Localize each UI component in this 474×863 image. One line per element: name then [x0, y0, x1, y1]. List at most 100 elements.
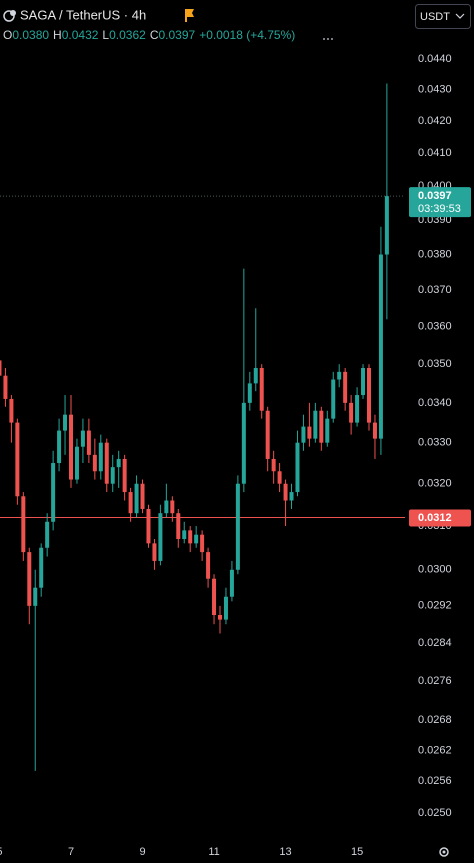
symbol-icon: [10, 10, 16, 16]
y-tick-label: 0.0380: [418, 248, 452, 260]
candle-body: [39, 547, 44, 588]
candle-body: [170, 500, 175, 514]
legend-key: O: [3, 28, 12, 42]
candle-body: [367, 368, 371, 423]
candle-body: [74, 446, 79, 480]
x-tick-label: 9: [139, 846, 145, 858]
settings-icon[interactable]: [439, 847, 449, 857]
x-tick-label: 13: [279, 846, 291, 858]
candle-body: [104, 442, 109, 484]
candle-body: [361, 368, 366, 396]
y-tick-label: 0.0300: [418, 564, 452, 576]
candle-body: [140, 483, 145, 509]
symbol-icon: [3, 10, 15, 22]
candle-body: [271, 458, 276, 472]
candle-body: [235, 483, 240, 570]
more-icon[interactable]: [331, 38, 333, 40]
candle-body: [372, 422, 377, 439]
legend-key: H: [53, 28, 62, 42]
y-tick-label: 0.0262: [418, 744, 452, 756]
candle-body: [188, 530, 193, 544]
candle-body: [9, 398, 14, 423]
more-icon[interactable]: [327, 38, 329, 40]
candle-body: [146, 508, 151, 544]
candle-body: [206, 552, 211, 579]
candle-body: [307, 426, 312, 439]
candle-body: [295, 442, 300, 493]
candle-body: [313, 410, 318, 439]
candle-body: [158, 513, 163, 561]
candle-body: [247, 383, 252, 403]
candle-body: [343, 371, 348, 403]
chart-title: SAGA / TetherUS · 4h: [20, 7, 146, 22]
candle-body: [259, 368, 264, 411]
candle-body: [331, 379, 336, 419]
candle-body: [122, 458, 127, 493]
more-icon[interactable]: [323, 38, 325, 40]
y-tick-label: 0.0420: [418, 115, 452, 127]
candle-body: [92, 454, 97, 472]
y-tick-label: 0.0320: [418, 478, 452, 490]
currency-label[interactable]: USDT: [420, 11, 450, 23]
legend-value: 0.0397: [158, 28, 195, 42]
x-tick-label: 7: [68, 846, 74, 858]
candle-body: [384, 196, 389, 255]
y-tick-label: 0.0250: [418, 807, 452, 819]
candle-body: [337, 371, 342, 380]
x-tick-label: 5: [0, 846, 3, 858]
candle-body: [301, 426, 306, 443]
candle-body: [253, 368, 258, 384]
y-tick-label: 0.0276: [418, 675, 452, 687]
candle-body: [3, 375, 8, 399]
candle-body: [45, 521, 50, 548]
legend-value: 0.0380: [12, 28, 49, 42]
candle-body: [86, 430, 91, 455]
y-tick-label: 0.0284: [418, 637, 452, 649]
candle-body: [283, 483, 288, 501]
currency-button[interactable]: [415, 4, 471, 29]
candle-body: [194, 534, 199, 544]
candle-body: [349, 402, 354, 423]
candle-body: [164, 500, 169, 514]
y-tick-label: 0.0292: [418, 600, 452, 612]
candle-body: [265, 410, 270, 459]
candle-body: [176, 513, 181, 540]
current-price-label: 0.0397: [418, 190, 452, 202]
candle-body: [15, 422, 20, 497]
current-price-badge: [409, 187, 471, 218]
candle-body: [319, 410, 324, 443]
candle-body: [128, 492, 133, 514]
dropdown-arrow[interactable]: [455, 13, 465, 19]
settings-icon[interactable]: [442, 850, 446, 854]
price-line-label: 0.0312: [418, 512, 452, 524]
y-tick-label: 0.0440: [418, 53, 452, 65]
x-tick-label: 15: [351, 846, 363, 858]
price-line-badge: [409, 509, 471, 527]
candle-body: [110, 467, 115, 484]
y-tick-label: 0.0430: [418, 84, 452, 96]
candle-body: [0, 360, 2, 376]
candle-body: [241, 402, 246, 484]
flag-icon: [185, 9, 194, 22]
y-tick-label: 0.0350: [418, 358, 452, 370]
countdown-label: 03:39:53: [418, 203, 461, 215]
candle-body: [134, 483, 139, 514]
legend-change: +0.0018 (+4.75%): [199, 28, 295, 42]
y-tick-label: 0.0330: [418, 437, 452, 449]
candle-body: [116, 458, 121, 468]
x-tick-label: 11: [208, 846, 219, 858]
candle-body: [33, 587, 38, 606]
y-tick-label: 0.0410: [418, 147, 452, 159]
candle-body: [182, 530, 187, 540]
overlay: SAGA / TetherUS · 4h O0.0380 H0.0432 L0.03…: [3, 4, 471, 857]
candle-body: [69, 414, 73, 480]
y-tick-label: 0.0360: [418, 321, 452, 333]
candle-body: [325, 418, 330, 443]
ohlc-legend: O0.0380 H0.0432 L0.0362 C0.0397 +0.0018 (+4.…: [3, 28, 295, 42]
plot-area: 0.04400.04300.04200.04100.04000.03900.03…: [0, 53, 471, 858]
candle-body: [212, 578, 217, 616]
y-tick-label: 0.0340: [418, 397, 452, 409]
candle-body: [277, 471, 282, 484]
